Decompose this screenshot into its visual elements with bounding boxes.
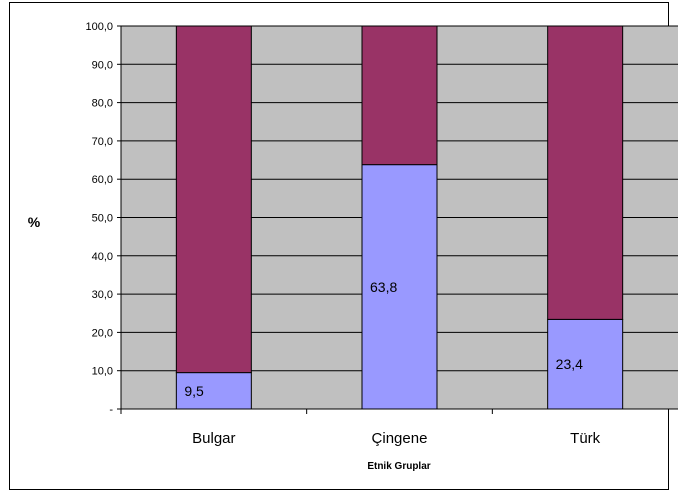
y-tick-label: 20,0 <box>92 327 113 339</box>
category-label: Bulgar <box>192 430 235 447</box>
category-label: Türk <box>570 430 601 447</box>
y-tick-label: 70,0 <box>92 136 113 148</box>
y-axis-title: % <box>28 214 41 230</box>
bar-segment <box>361 164 438 410</box>
category-label: Çingene <box>372 430 428 447</box>
bar-segment <box>547 25 624 320</box>
y-tick-label: 90,0 <box>92 59 113 71</box>
y-tick-label: 80,0 <box>92 98 113 110</box>
y-tick-label: 30,0 <box>92 289 113 301</box>
x-axis-title: Etnik Gruplar <box>367 461 430 472</box>
bar-segment <box>175 25 252 374</box>
plot-area-group <box>121 25 678 410</box>
y-tick-label: 50,0 <box>92 213 113 225</box>
y-tick-label: 40,0 <box>92 251 113 263</box>
y-tick-label: 10,0 <box>92 366 113 378</box>
y-tick-label: 60,0 <box>92 174 113 186</box>
data-label: 9,5 <box>184 383 204 399</box>
data-label: 63,8 <box>370 279 397 295</box>
bar-segment <box>361 25 438 166</box>
data-label: 23,4 <box>556 356 583 372</box>
y-tick-label: - <box>109 404 113 416</box>
y-tick-label: 100,0 <box>85 21 113 33</box>
